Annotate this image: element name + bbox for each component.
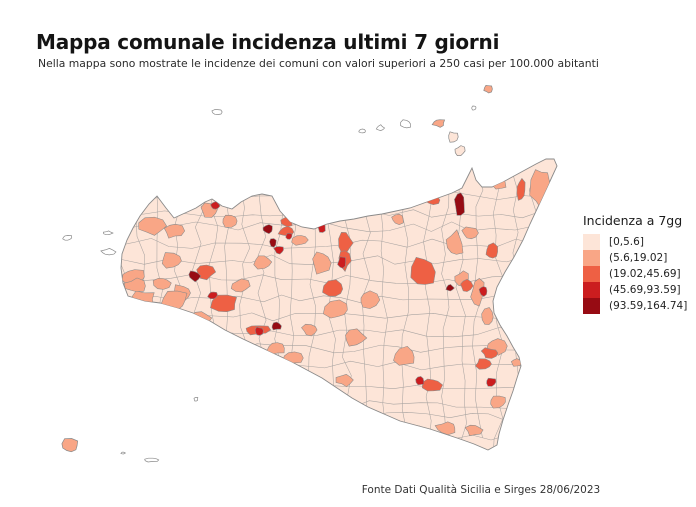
legend-title: Incidenza a 7gg [583,213,683,228]
municipality-region [253,255,273,270]
municipality-region [254,326,264,336]
municipality-region [266,342,285,355]
municipality-region [196,264,217,281]
legend-item-label: [0,5.6] [609,236,644,248]
legend-item-label: (45.69,93.59] [609,284,681,296]
legend-swatch [583,298,600,314]
minor-island [471,105,477,111]
legend-item: (5.6,19.02] [583,250,687,266]
legend-item: (93.59,164.74] [583,298,687,314]
minor-island [144,457,160,463]
municipality-region [269,238,277,248]
minor-islands [61,85,493,463]
municipality-region [312,251,332,275]
municipality-region [291,235,309,246]
page-subtitle: Nella mappa sono mostrate le incidenze d… [38,56,599,70]
municipality-region [230,278,251,293]
legend-item: (19.02,45.69] [583,266,687,282]
municipality-region [490,395,506,409]
legend-swatch [583,250,600,266]
legend-swatch [583,282,600,298]
page-title: Mappa comunale incidenza ultimi 7 giorni [36,30,500,55]
municipality-region [152,278,172,290]
municipality-region [481,307,494,325]
municipality-region [470,278,485,307]
municipality-region [123,277,146,292]
minor-island [375,124,386,131]
municipality-region [391,213,404,226]
minor-island [120,451,127,455]
municipality-region [514,339,536,356]
minor-island [448,131,459,143]
municipality-region [222,214,238,228]
legend-item: (45.69,93.59] [583,282,687,298]
municipality-region [445,284,455,292]
minor-island [102,230,114,236]
municipality-region [285,233,293,240]
municipality-region [478,286,488,297]
municipality-regions [121,169,552,437]
municipality-region [271,321,282,331]
municipality-region [516,177,526,201]
legend-item-label: (19.02,45.69] [609,268,681,280]
minor-island [454,145,466,156]
legend-item: [0,5.6] [583,234,687,250]
municipality-region [207,291,218,300]
municipality-region [480,347,499,359]
legend-items: [0,5.6] (5.6,19.02] (19.02,45.69] (45.69,93… [583,234,687,314]
minor-island [211,109,223,115]
municipality-region [360,290,381,309]
map-legend: Incidenza a 7gg [0,5.6] (5.6,19.02] (19.02… [583,213,687,314]
municipality-region [301,323,318,337]
municipality-region [338,232,354,254]
municipality-region [533,223,542,235]
municipality-region [445,229,464,255]
minor-island [61,438,79,453]
legend-item-label: (5.6,19.02] [609,252,668,264]
municipality-region [273,246,284,255]
legend-swatch [583,266,600,282]
municipality-region [322,279,343,297]
minor-island [62,235,73,241]
municipality-region [422,378,443,392]
municipality-region [335,373,354,388]
municipality-region [163,223,186,239]
municipality-region [461,226,479,240]
minor-island [400,119,411,129]
minor-island [100,248,117,256]
municipality-region [415,376,424,385]
municipality-region [345,328,368,347]
legend-item-label: (93.59,164.74] [609,300,688,312]
municipality-region [541,237,552,245]
municipality-region [475,358,492,370]
municipality-region [337,256,346,269]
source-note: Fonte Dati Qualità Sicilia e Sirges 28/0… [361,484,601,496]
minor-island [431,119,446,128]
municipality-region [322,299,348,319]
municipality-region [138,216,167,236]
municipality-region [161,252,182,269]
municipality-region [510,358,523,367]
municipality-region [262,224,273,235]
municipality-region [454,192,465,216]
minor-island [193,397,199,402]
municipality-region [434,421,456,435]
municipality-region [464,424,484,437]
municipality-region [131,290,155,309]
municipality-region [410,256,436,285]
minor-island [358,128,366,134]
municipality-region [460,278,474,292]
municipality-region [486,377,497,387]
municipality-region [188,270,202,283]
municipality-region [393,345,415,366]
municipality-region [210,294,237,312]
minor-island [483,85,493,94]
legend-swatch [583,234,600,250]
municipality-region [485,242,498,259]
